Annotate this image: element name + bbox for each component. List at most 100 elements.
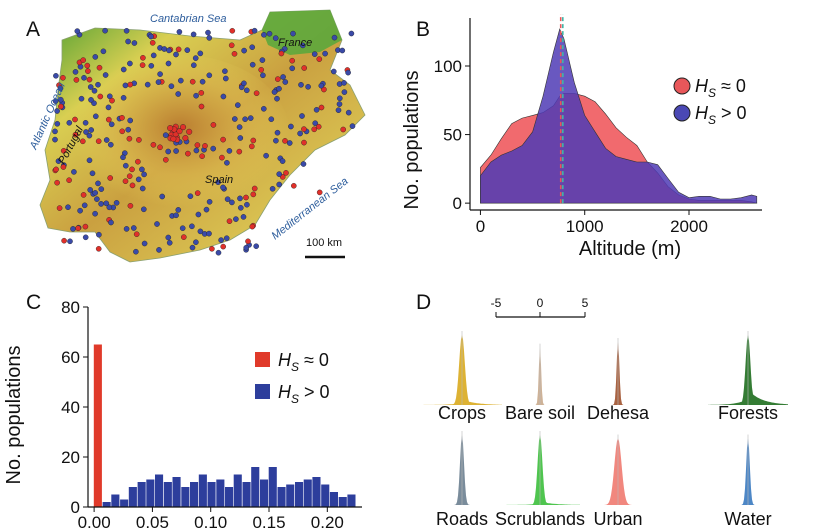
population-dot-hspos (176, 207, 181, 212)
population-dot-hs0 (108, 175, 113, 180)
population-dot-hs0 (301, 127, 306, 132)
population-dot-hspos (82, 203, 87, 208)
scale-bar-label: 100 km (306, 237, 342, 249)
population-dot-hspos (241, 214, 246, 219)
population-dot-hspos (194, 148, 199, 153)
population-dot-hspos (151, 53, 156, 58)
population-dot-hs0 (275, 77, 280, 82)
panel-c-ytick-label: 0 (71, 498, 80, 517)
bar-hspos (234, 475, 242, 508)
population-dot-hs0 (227, 219, 232, 224)
population-dot-hspos (108, 220, 113, 225)
panel-b-ylabel: No. populations (401, 71, 423, 210)
population-dot-hspos (166, 149, 171, 154)
population-dot-hs0 (282, 138, 287, 143)
population-dot-hspos (90, 171, 95, 176)
bar-hspos (181, 487, 189, 507)
population-dot-hs0 (209, 246, 214, 251)
population-dot-hspos (207, 73, 212, 78)
population-dot-hs0 (245, 239, 250, 244)
population-dot-hspos (145, 82, 150, 87)
panel-c-ytick-label: 80 (61, 298, 80, 317)
population-dot-hs0 (83, 224, 88, 229)
population-dot-hspos (87, 158, 92, 163)
map-label-spain: Spain (205, 174, 233, 186)
panel-c-ytick-label: 40 (61, 398, 80, 417)
population-dot-hs0 (200, 154, 205, 159)
population-dot-hspos (92, 88, 97, 93)
population-dot-hspos (101, 49, 106, 54)
population-dot-hspos (301, 161, 306, 166)
population-dot-hspos (280, 159, 285, 164)
population-dot-hs0 (199, 90, 204, 95)
population-dot-hs0 (301, 140, 306, 145)
panel-b-xtick-label: 0 (476, 217, 485, 236)
population-dot-hspos (140, 186, 145, 191)
population-dot-hs0 (151, 142, 156, 147)
population-dot-hspos (121, 67, 126, 72)
population-dot-hs0 (259, 67, 264, 72)
population-dot-hspos (250, 62, 255, 67)
panel-b-xtick-label: 1000 (566, 217, 604, 236)
population-dot-hs0 (87, 77, 92, 82)
population-dot-hspos (193, 240, 198, 245)
population-dot-hs0 (128, 82, 133, 87)
population-dot-hs0 (76, 226, 81, 231)
population-dot-hs0 (120, 129, 125, 134)
population-dot-hspos (99, 187, 104, 192)
legend-c-hs0-swatch (255, 352, 270, 367)
bar-hspos (155, 475, 163, 508)
population-dot-hspos (126, 39, 131, 44)
population-dot-hs0 (98, 94, 103, 99)
population-dot-hspos (75, 29, 80, 34)
population-dot-hs0 (55, 180, 60, 185)
population-dot-hspos (52, 129, 57, 134)
label-roads: Roads (436, 509, 488, 529)
panel-c-chart: C No. populations 0.00 0.05 0.10 0.15 0.2002… (0, 285, 400, 530)
population-dot-hs0 (67, 178, 72, 183)
population-dot-hspos (83, 120, 88, 125)
population-dot-hspos (312, 52, 317, 57)
population-dot-hspos (176, 91, 181, 96)
population-dot-hspos (314, 107, 319, 112)
panel-b-chart: B No. populations Altitude (m) 0 1000 2000… (400, 0, 818, 270)
population-dot-hspos (103, 28, 108, 33)
label-bare-soil: Bare soil (505, 403, 575, 423)
panel-c-xtick-label: 0.00 (78, 513, 111, 530)
population-dot-hs0 (130, 183, 135, 188)
population-dot-hspos (274, 96, 279, 101)
population-dot-hspos (106, 105, 111, 110)
population-dot-hspos (166, 235, 171, 240)
population-dot-hspos (254, 244, 259, 249)
label-crops: Crops (438, 403, 486, 423)
population-dot-hspos (269, 117, 274, 122)
population-dot-hspos (67, 120, 72, 125)
panel-c-ytick-label: 60 (61, 348, 80, 367)
population-dot-hs0 (251, 138, 256, 143)
population-dot-hs0 (181, 235, 186, 240)
population-dot-hs0 (129, 167, 134, 172)
bar-hspos (129, 487, 137, 507)
population-dot-hspos (237, 125, 242, 130)
population-dot-hspos (198, 229, 203, 234)
population-dot-hs0 (176, 47, 181, 52)
population-dot-hspos (225, 197, 230, 202)
population-dot-hspos (120, 155, 125, 160)
population-dot-hspos (287, 140, 292, 145)
population-dot-hspos (267, 31, 272, 36)
population-dot-hs0 (185, 151, 190, 156)
population-dot-hspos (275, 130, 280, 135)
population-dot-hspos (198, 51, 203, 56)
population-dot-hspos (350, 124, 355, 129)
population-dot-hs0 (251, 192, 256, 197)
population-dot-hspos (331, 69, 336, 74)
population-dot-hs0 (302, 65, 307, 70)
bar-hspos (339, 497, 347, 507)
bar-hspos (164, 482, 172, 507)
population-dot-hs0 (60, 75, 65, 80)
bar-hspos (173, 477, 181, 507)
panel-b-ytick-label: 0 (453, 194, 462, 213)
population-dot-hspos (99, 201, 104, 206)
panel-b-label: B (416, 18, 430, 41)
map-label-france: France (278, 37, 312, 49)
